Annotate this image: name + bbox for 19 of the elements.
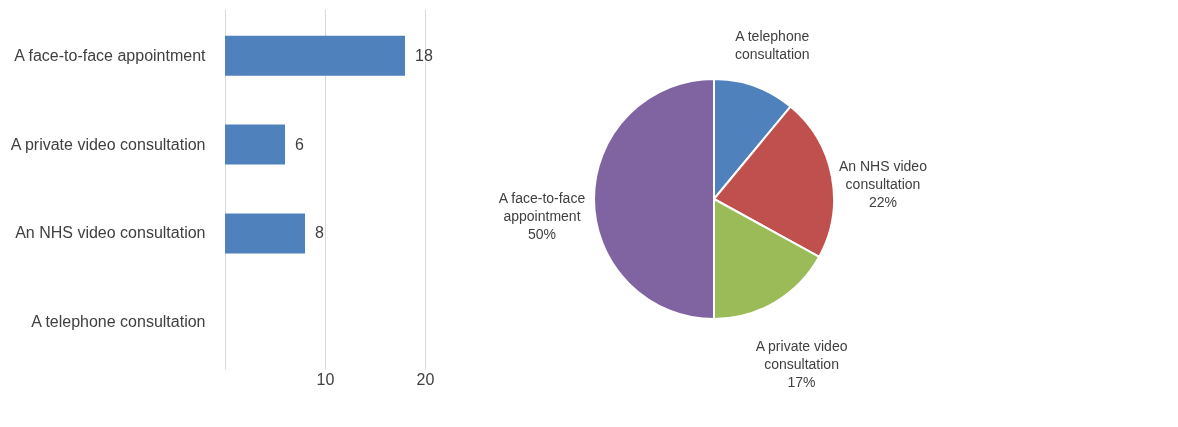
- bar: [225, 124, 285, 165]
- slice-label: A face-to-face appointment: [498, 190, 586, 224]
- y-tick-label: A face-to-face appointment: [14, 46, 207, 64]
- data-label: 6: [295, 135, 304, 153]
- data-label: 22%: [868, 193, 897, 210]
- bar: [225, 213, 305, 254]
- data-label: 17%: [787, 374, 816, 391]
- x-tick-label: 20: [416, 370, 435, 388]
- slice-label: A private video consultation: [755, 338, 848, 373]
- data-label: 50%: [527, 226, 557, 242]
- data-label: 8: [315, 224, 324, 242]
- data-label: 18: [415, 46, 433, 64]
- slice-label: A telephone consultation: [734, 28, 810, 63]
- y-tick-label: An NHS video consultation: [15, 224, 206, 242]
- bar: [225, 35, 405, 76]
- y-tick-label: A telephone consultation: [31, 313, 206, 331]
- x-tick-label: 10: [316, 370, 335, 388]
- slice-label: An NHS video consultation: [838, 157, 928, 192]
- y-tick-label: A private video consultation: [10, 135, 206, 153]
